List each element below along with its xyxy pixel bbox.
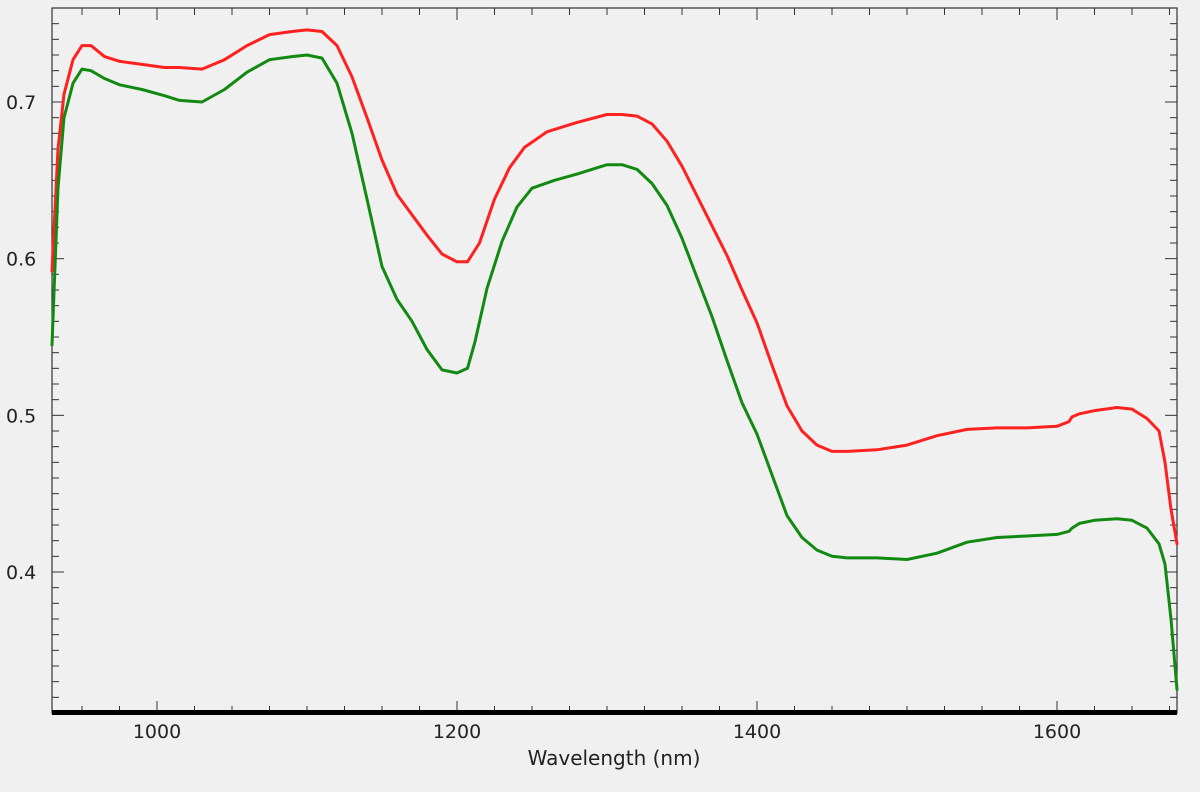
x-tick-labels: 1000 1200 1400 1600 xyxy=(133,721,1081,743)
plot-area xyxy=(51,7,1178,714)
y-tick-label: 0.5 xyxy=(6,405,36,427)
x-tick-label: 1000 xyxy=(133,721,181,743)
series-line-green xyxy=(50,53,1179,691)
x-tick-label: 1400 xyxy=(733,721,781,743)
y-tick-labels: 0.4 0.5 0.6 0.7 xyxy=(6,92,36,584)
series-line-red xyxy=(50,28,1179,546)
x-axis-bar xyxy=(52,710,1177,715)
series-layer xyxy=(50,28,1179,691)
y-tick-label: 0.7 xyxy=(6,92,36,114)
y-tick-label: 0.6 xyxy=(6,249,36,271)
x-axis-title: Wavelength (nm) xyxy=(528,746,701,770)
x-tick-label: 1200 xyxy=(433,721,481,743)
x-tick-label: 1600 xyxy=(1033,721,1081,743)
y-tick-label: 0.4 xyxy=(6,562,36,584)
